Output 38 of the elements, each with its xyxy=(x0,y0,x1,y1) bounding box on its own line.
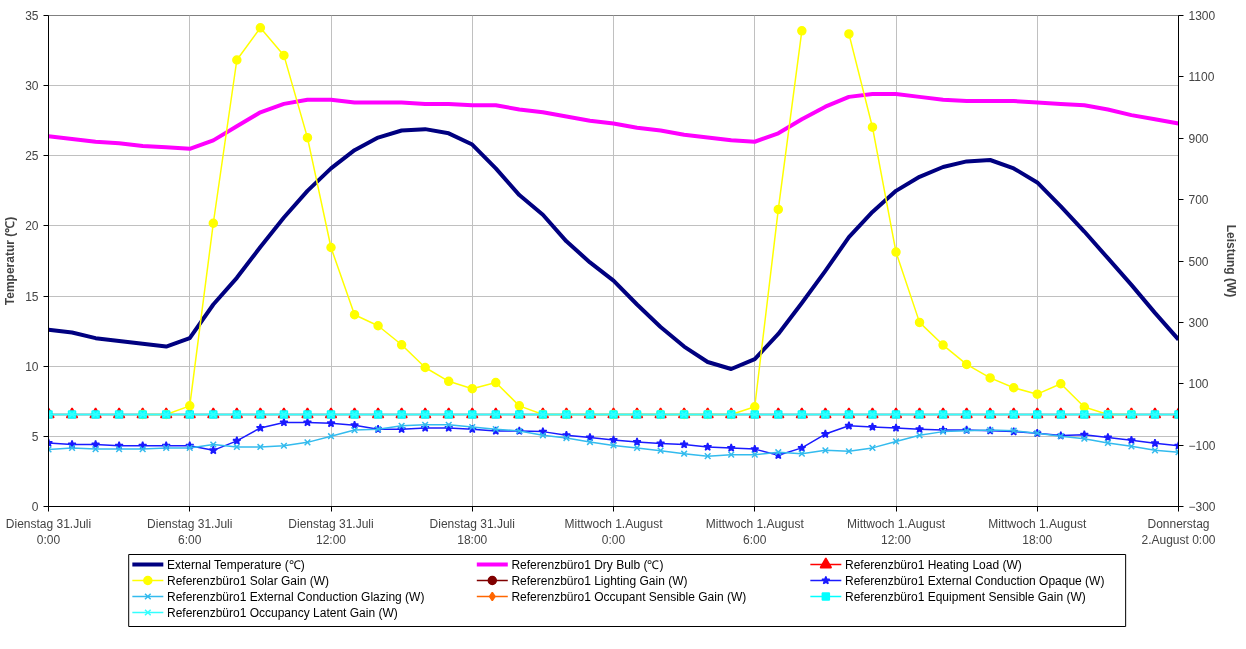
legend-label: Referenzbüro1 Solar Gain (W) xyxy=(166,573,330,588)
x-tick-label: Dienstag 31.Juli 12:00 xyxy=(288,516,374,548)
y-tick-label: 15 xyxy=(25,289,39,304)
legend-label: Referenzbüro1 Occupant Sensible Gain (W) xyxy=(511,589,747,604)
y2-axis-title: Leistung (W) xyxy=(1223,224,1238,298)
y2-tick-label: 900 xyxy=(1188,131,1209,146)
y-tick-label: 10 xyxy=(25,359,39,374)
y-tick-label: 0 xyxy=(31,500,39,514)
legend-label: Referenzbüro1 External Conduction Glazing (W) xyxy=(166,589,425,604)
x-tick-label: Mittwoch 1.August 18:00 xyxy=(988,516,1087,548)
x-tick-label: Mittwoch 1.August 0:00 xyxy=(564,516,664,548)
legend-label: Referenzbüro1 Lighting Gain (W) xyxy=(511,573,688,588)
legend-label: Referenzbüro1 Occupancy Latent Gain (W) xyxy=(166,605,398,620)
y2-tick-label: 500 xyxy=(1188,254,1209,269)
legend-label: Referenzbüro1 Heating Load (W) xyxy=(844,557,1022,572)
x-tick-label: Mittwoch 1.August 6:00 xyxy=(705,516,805,548)
y2-tick-label: −300 xyxy=(1188,500,1216,514)
y-axis-title: Temperatur (℃) xyxy=(3,216,18,306)
y2-tick-label: −100 xyxy=(1188,438,1216,453)
x-tick-label: Dienstag 31.Juli 18:00 xyxy=(429,516,515,548)
y2-tick-label: 700 xyxy=(1188,193,1209,208)
legend-label: External Temperature (℃) xyxy=(166,557,305,572)
y2-tick-label: 300 xyxy=(1188,315,1209,330)
x-tick-label: Mittwoch 1.August 12:00 xyxy=(846,516,946,548)
x-tick-label: Dienstag 31.Juli 6:00 xyxy=(147,516,233,548)
y-tick-label: 5 xyxy=(31,429,39,444)
legend-label: Referenzbüro1 Dry Bulb (℃) xyxy=(511,557,664,572)
y-tick-label: 30 xyxy=(25,79,39,94)
y2-tick-label: 1300 xyxy=(1188,9,1216,23)
legend-label: Referenzbüro1 External Conduction Opaque (W) xyxy=(844,573,1105,588)
y-tick-label: 35 xyxy=(25,9,39,23)
legend-label: Referenzbüro1 Equipment Sensible Gain (W) xyxy=(844,589,1086,604)
y-tick-label: 25 xyxy=(25,149,39,164)
y2-tick-label: 100 xyxy=(1188,377,1209,392)
x-tick-label: Donnerstag 2.August 0:00 xyxy=(1141,516,1216,548)
x-tick-label: Dienstag 31.Juli 0:00 xyxy=(5,516,92,548)
y-tick-label: 20 xyxy=(25,219,39,234)
y2-tick-label: 1100 xyxy=(1188,70,1215,85)
